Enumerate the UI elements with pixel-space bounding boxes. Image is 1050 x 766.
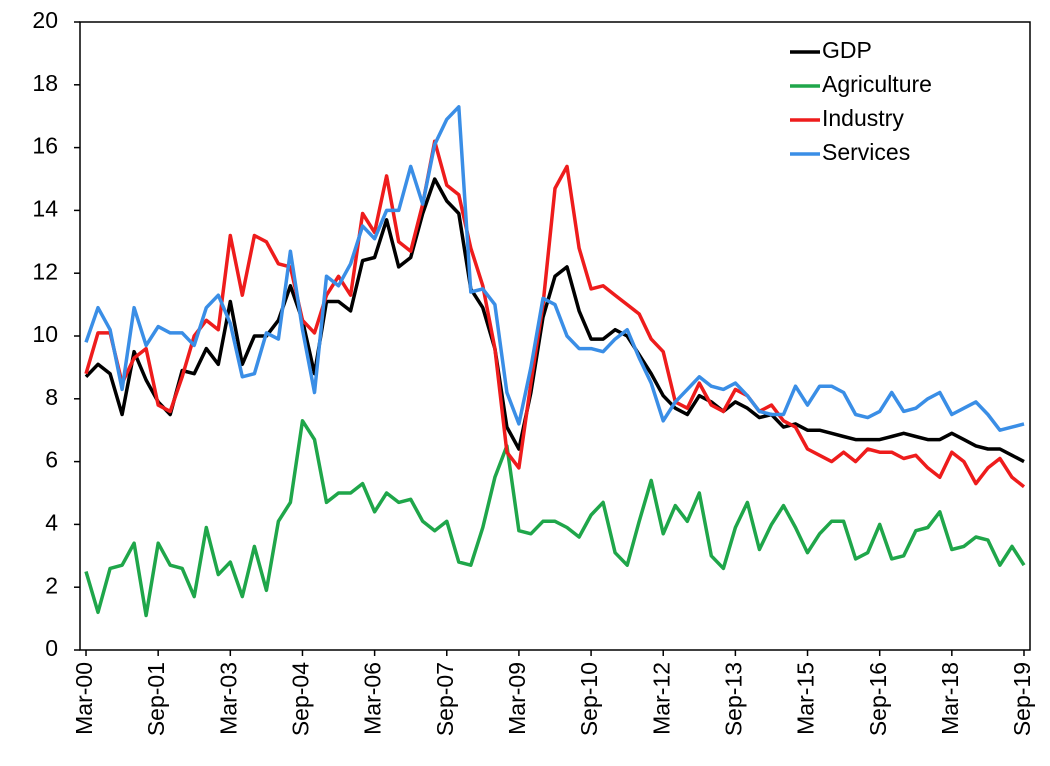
- x-tick-label: Sep-07: [432, 662, 458, 736]
- x-tick-label: Mar-12: [648, 662, 674, 735]
- y-tick-label: 16: [32, 133, 58, 159]
- x-tick-label: Sep-13: [720, 662, 746, 736]
- legend-label: Industry: [822, 105, 904, 131]
- y-tick-label: 18: [32, 70, 58, 96]
- x-tick-label: Mar-09: [504, 662, 530, 735]
- series-line: [84, 139, 1026, 489]
- x-tick-label: Mar-18: [937, 662, 963, 735]
- y-tick-label: 14: [32, 195, 58, 221]
- series-line: [84, 177, 1025, 464]
- legend-label: Services: [822, 139, 910, 165]
- series-line: [84, 105, 1025, 432]
- x-tick-label: Mar-15: [793, 662, 819, 735]
- x-tick-label: Sep-01: [143, 662, 169, 736]
- x-tick-label: Mar-03: [215, 662, 241, 735]
- y-tick-label: 2: [45, 572, 58, 598]
- x-tick-label: Mar-06: [360, 662, 386, 735]
- x-tick-label: Sep-10: [576, 662, 602, 736]
- y-tick-label: 0: [45, 635, 58, 661]
- y-tick-label: 4: [45, 509, 58, 535]
- x-tick-label: Sep-19: [1009, 662, 1035, 736]
- x-tick-label: Sep-16: [865, 662, 891, 736]
- x-tick-label: Mar-00: [71, 662, 97, 735]
- legend-label: Agriculture: [822, 71, 932, 97]
- series-line: [84, 419, 1026, 618]
- x-tick-label: Sep-04: [288, 662, 314, 736]
- y-tick-label: 20: [32, 7, 58, 33]
- y-tick-label: 6: [45, 447, 58, 473]
- y-tick-label: 8: [45, 384, 58, 410]
- y-tick-label: 12: [32, 258, 58, 284]
- y-tick-label: 10: [32, 321, 58, 347]
- legend-label: GDP: [822, 37, 872, 63]
